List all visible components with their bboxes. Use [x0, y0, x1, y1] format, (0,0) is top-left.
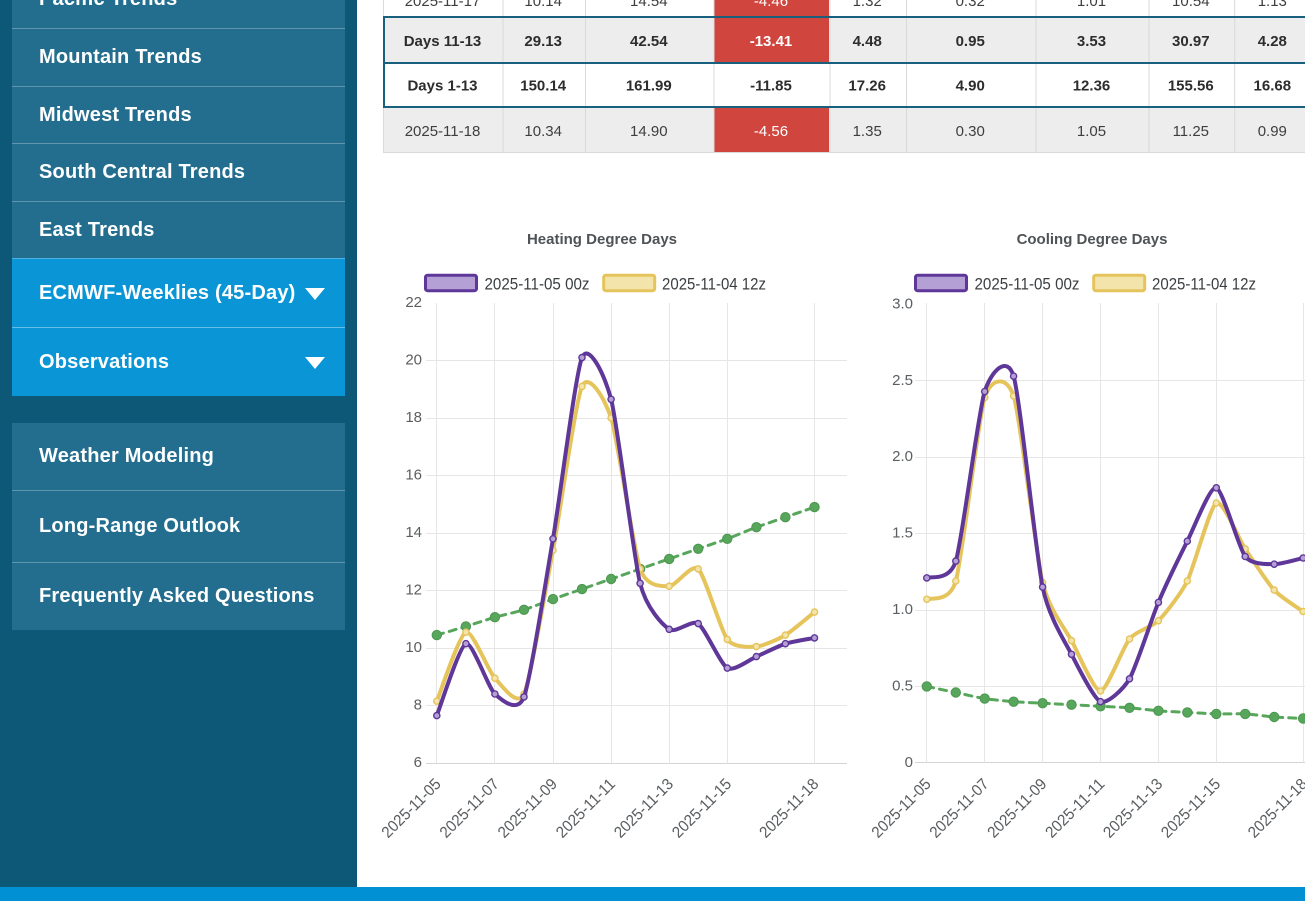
svg-text:11.25: 11.25	[1173, 123, 1209, 140]
svg-text:-11.85: -11.85	[750, 78, 792, 95]
svg-text:1.05: 1.05	[1077, 123, 1106, 140]
svg-text:4.48: 4.48	[853, 33, 882, 50]
svg-text:-13.41: -13.41	[750, 33, 793, 50]
svg-text:155.56: 155.56	[1168, 78, 1214, 95]
svg-text:161.99: 161.99	[626, 78, 672, 95]
svg-text:42.54: 42.54	[630, 33, 668, 50]
svg-text:4.90: 4.90	[956, 78, 985, 95]
svg-text:1.32: 1.32	[853, 0, 882, 10]
svg-text:3.53: 3.53	[1077, 33, 1106, 50]
svg-text:-4.56: -4.56	[754, 123, 788, 140]
svg-text:8: 8	[414, 697, 422, 714]
svg-text:14.54: 14.54	[630, 0, 668, 10]
svg-text:0.95: 0.95	[956, 33, 985, 50]
svg-text:2025-11-04 12z: 2025-11-04 12z	[662, 275, 766, 294]
svg-text:17.26: 17.26	[848, 78, 886, 95]
svg-text:-4.46: -4.46	[754, 0, 788, 10]
svg-text:2025-11-18: 2025-11-18	[1245, 776, 1305, 842]
svg-text:2025-11-18: 2025-11-18	[405, 123, 481, 140]
svg-text:2.0: 2.0	[892, 448, 913, 465]
svg-text:14: 14	[405, 524, 422, 541]
svg-text:0: 0	[905, 754, 913, 771]
svg-text:10: 10	[405, 639, 422, 656]
svg-text:6: 6	[414, 754, 422, 771]
svg-text:0.30: 0.30	[956, 123, 985, 140]
svg-text:2025-11-18: 2025-11-18	[757, 776, 823, 842]
svg-text:2025-11-11: 2025-11-11	[553, 776, 619, 842]
svg-text:2025-11-07: 2025-11-07	[437, 776, 503, 842]
svg-text:18: 18	[405, 409, 422, 426]
svg-text:29.13: 29.13	[524, 33, 562, 50]
svg-text:0.5: 0.5	[892, 677, 913, 694]
svg-text:1.35: 1.35	[853, 123, 882, 140]
svg-text:1.0: 1.0	[892, 601, 913, 618]
svg-text:22: 22	[405, 294, 422, 311]
svg-text:12: 12	[405, 582, 422, 599]
svg-text:2025-11-05 00z: 2025-11-05 00z	[975, 275, 1080, 294]
svg-text:1.13: 1.13	[1258, 0, 1287, 10]
svg-text:2025-11-17: 2025-11-17	[405, 0, 481, 10]
svg-text:2025-11-04 12z: 2025-11-04 12z	[1152, 275, 1256, 294]
svg-text:16: 16	[405, 467, 422, 484]
svg-text:2.5: 2.5	[892, 372, 913, 389]
svg-text:Days 1-13: Days 1-13	[407, 78, 477, 95]
svg-text:2025-11-07: 2025-11-07	[927, 776, 993, 842]
svg-text:2025-11-13: 2025-11-13	[1100, 776, 1166, 842]
svg-text:150.14: 150.14	[520, 78, 567, 95]
svg-text:0.32: 0.32	[956, 0, 985, 10]
svg-text:2025-11-05: 2025-11-05	[869, 776, 935, 842]
svg-text:12.36: 12.36	[1073, 78, 1111, 95]
svg-text:10.34: 10.34	[524, 123, 562, 140]
svg-text:10.54: 10.54	[1172, 0, 1210, 10]
svg-text:10.14: 10.14	[524, 0, 562, 10]
svg-text:2025-11-13: 2025-11-13	[611, 776, 677, 842]
svg-text:Cooling Degree Days: Cooling Degree Days	[1017, 231, 1168, 248]
svg-text:2025-11-11: 2025-11-11	[1043, 776, 1109, 842]
svg-text:16.68: 16.68	[1254, 78, 1292, 95]
svg-text:1.5: 1.5	[892, 525, 913, 542]
svg-text:14.90: 14.90	[630, 123, 668, 140]
svg-text:30.97: 30.97	[1172, 33, 1210, 50]
svg-text:3.0: 3.0	[892, 295, 913, 312]
svg-text:2025-11-15: 2025-11-15	[1158, 776, 1224, 842]
svg-text:4.28: 4.28	[1258, 33, 1287, 50]
svg-text:2025-11-09: 2025-11-09	[495, 776, 561, 842]
svg-text:0.99: 0.99	[1258, 123, 1287, 140]
svg-text:2025-11-09: 2025-11-09	[985, 776, 1051, 842]
svg-text:Heating Degree Days: Heating Degree Days	[527, 231, 677, 248]
svg-text:20: 20	[405, 352, 422, 369]
svg-text:2025-11-05: 2025-11-05	[379, 776, 445, 842]
svg-text:Days 11-13: Days 11-13	[404, 33, 482, 50]
svg-text:2025-11-15: 2025-11-15	[669, 776, 735, 842]
svg-text:1.01: 1.01	[1077, 0, 1106, 10]
svg-text:2025-11-05 00z: 2025-11-05 00z	[485, 275, 590, 294]
